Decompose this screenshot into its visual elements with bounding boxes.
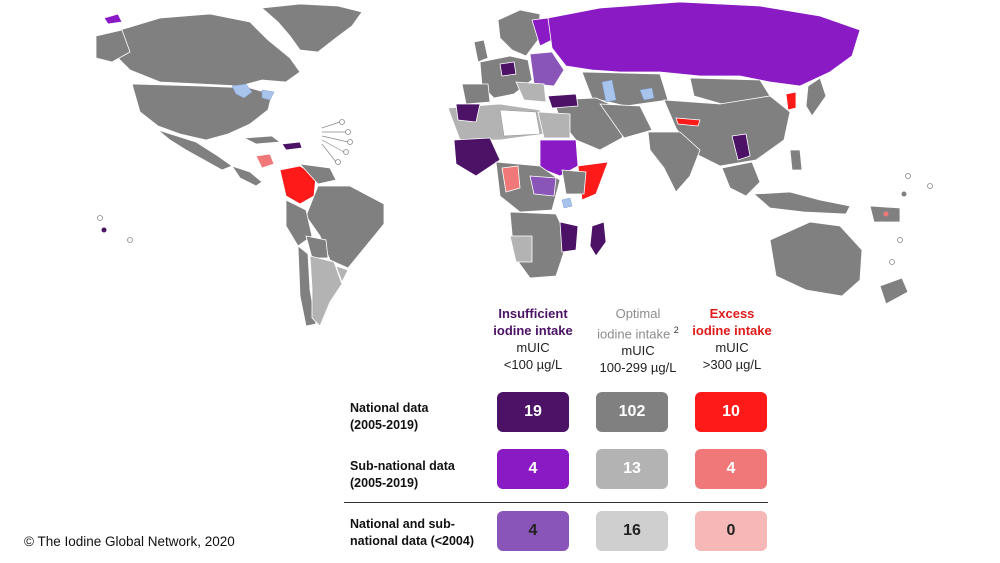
bolivia xyxy=(305,235,329,259)
japan xyxy=(805,77,827,117)
row-label-old-data: National and sub- national data (<2004) xyxy=(350,516,500,550)
caspian xyxy=(601,79,617,103)
ethiopia xyxy=(561,169,587,195)
row-label-line: Sub-national data xyxy=(350,459,455,473)
header-line: Excess xyxy=(709,306,755,321)
header-line-text: iodine intake xyxy=(597,326,671,342)
peru xyxy=(285,199,313,247)
count-cell-old-optimal: 16 xyxy=(596,511,668,551)
southeast-asia xyxy=(721,161,761,197)
uruguay xyxy=(335,265,349,283)
uk xyxy=(473,39,489,63)
row-label-line: National data xyxy=(350,401,429,415)
count-cell-national-insufficient: 19 xyxy=(497,392,569,432)
nigeria-excess xyxy=(501,165,521,193)
legend-header-insufficient: Insufficient iodine intake mUIC <100 µg/… xyxy=(480,305,586,373)
header-line: iodine intake xyxy=(493,323,573,338)
iran xyxy=(599,103,653,139)
footnote-marker: 2 xyxy=(673,325,679,335)
alaska xyxy=(95,29,131,63)
mexico xyxy=(157,129,233,171)
great-lakes xyxy=(231,83,253,99)
header-range: >300 µg/L xyxy=(702,357,762,372)
venezuela xyxy=(298,163,337,185)
header-line: iodine intake 2 xyxy=(582,322,694,342)
greenland xyxy=(261,3,363,53)
cuba xyxy=(242,135,282,145)
caribbean xyxy=(281,141,303,151)
nepal-excess xyxy=(675,117,701,127)
korea-excess xyxy=(785,91,797,111)
mozambique-insufficient xyxy=(559,221,579,253)
central-america xyxy=(231,165,263,187)
copyright-notice: © The Iodine Global Network, 2020 xyxy=(24,534,235,549)
row-label-line: (2005-2019) xyxy=(350,418,419,432)
count-cell-old-insufficient: 4 xyxy=(497,511,569,551)
egypt xyxy=(537,111,571,139)
legend-header-excess: Excess iodine intake mUIC >300 µg/L xyxy=(680,305,784,373)
count-cell-subnational-optimal: 13 xyxy=(596,449,668,489)
lake-victoria xyxy=(561,197,573,209)
new-zealand xyxy=(879,277,909,305)
header-line: Optimal xyxy=(615,306,661,321)
row-label-line: national data (<2004) xyxy=(350,534,474,548)
header-line: Insufficient xyxy=(498,306,568,321)
madagascar xyxy=(589,221,607,257)
argentina xyxy=(309,255,343,327)
spain xyxy=(461,83,491,105)
libya-white xyxy=(499,109,541,137)
russia xyxy=(547,1,861,87)
row-label-subnational: Sub-national data (2005-2019) xyxy=(350,458,500,492)
legend-divider xyxy=(344,502,768,503)
scandinavia xyxy=(497,9,541,57)
row-label-line: National and sub- xyxy=(350,517,455,531)
header-unit: mUIC xyxy=(621,343,655,359)
header-unit: mUIC xyxy=(715,340,749,355)
caribbean-islands xyxy=(97,119,933,265)
count-cell-subnational-insufficient: 4 xyxy=(497,449,569,489)
chile xyxy=(297,245,317,327)
header-line: iodine intake xyxy=(692,323,772,338)
angola-light xyxy=(509,235,533,263)
legend-header-optimal: Optimal iodine intake 2 mUIC 100-299 µg/… xyxy=(582,305,694,376)
australia xyxy=(769,221,863,297)
philippines xyxy=(789,149,803,171)
world-map xyxy=(95,1,933,327)
row-label-national: National data (2005-2019) xyxy=(350,400,500,434)
germany-area xyxy=(499,61,517,77)
east-africa-insufficient xyxy=(529,175,557,197)
count-cell-national-excess: 10 xyxy=(695,392,767,432)
balkans xyxy=(515,81,547,103)
morocco-insufficient xyxy=(455,103,481,123)
canada xyxy=(111,13,301,87)
india xyxy=(647,131,701,193)
east-europe xyxy=(529,51,565,87)
great-lakes-2 xyxy=(261,89,275,101)
header-range: <100 µg/L xyxy=(503,357,563,372)
indonesia xyxy=(752,191,851,215)
indochina-insufficient xyxy=(731,133,751,161)
turkey xyxy=(547,93,579,109)
central-america-excess xyxy=(255,153,275,169)
arctic-island xyxy=(103,13,123,25)
header-range: 100-299 µg/L xyxy=(599,360,677,376)
aral xyxy=(639,87,655,101)
count-cell-old-excess: 0 xyxy=(695,511,767,551)
row-label-line: (2005-2019) xyxy=(350,476,419,490)
header-unit: mUIC xyxy=(516,340,550,355)
count-cell-subnational-excess: 4 xyxy=(695,449,767,489)
count-cell-national-optimal: 102 xyxy=(596,392,668,432)
west-africa xyxy=(453,137,501,177)
